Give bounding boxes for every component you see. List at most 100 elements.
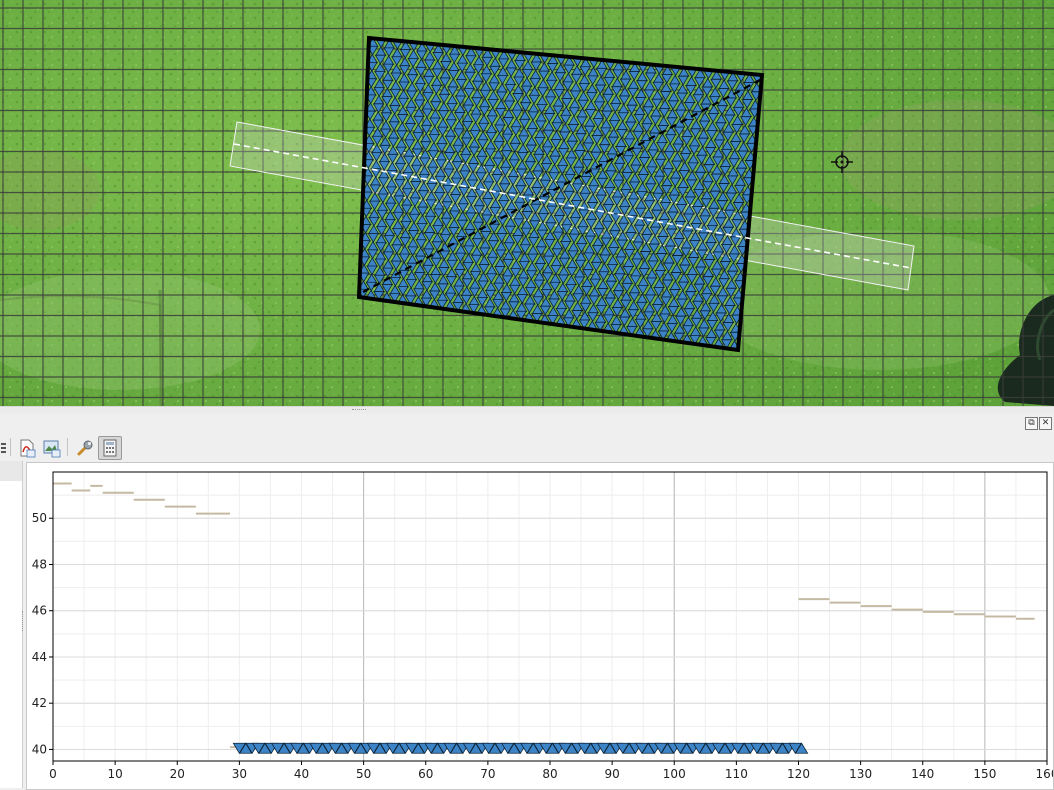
survey-point-marker [486,115,498,126]
survey-point-marker [657,330,670,341]
survey-point-marker [697,137,709,148]
survey-point-marker [548,298,560,309]
survey-point-marker [689,335,701,345]
survey-point-marker [566,267,578,277]
survey-point-marker [489,65,501,76]
survey-point-marker [585,92,598,102]
survey-point-marker [537,213,549,223]
survey-point-marker [435,159,447,170]
survey-point-marker [668,83,681,94]
survey-point-marker [682,325,694,336]
survey-point-marker [535,120,547,131]
survey-point-marker [407,57,419,68]
survey-point-marker [372,103,385,114]
survey-point-marker [588,168,601,179]
x-tick-label: 160 [1036,767,1053,781]
survey-point-marker [572,166,585,177]
splitter-grip-icon[interactable] [352,409,366,412]
survey-point-marker [463,245,475,256]
survey-point-marker [562,81,574,92]
survey-point-marker [709,285,721,296]
survey-point-marker [615,256,627,267]
layers-menu-icon[interactable] [0,436,14,460]
calculator-icon[interactable] [98,436,122,460]
survey-point-marker [706,224,718,235]
survey-point-marker [642,106,654,117]
survey-point-marker [429,274,442,284]
survey-point-marker [501,133,514,144]
settings-wrench-icon[interactable] [73,436,97,460]
survey-point-marker [547,189,559,199]
survey-point-marker [651,304,664,314]
survey-point-marker [461,278,473,289]
survey-point-marker [508,301,520,312]
survey-point-marker [628,181,641,192]
survey-point-marker [524,161,536,171]
profile-series-lines [53,482,1035,749]
survey-point-marker [380,112,392,123]
survey-point-marker [574,259,587,270]
survey-point-marker [703,164,715,174]
survey-point-marker [693,283,705,294]
float-icon[interactable]: ⧉ [1025,417,1038,430]
close-icon[interactable]: ✕ [1039,417,1052,430]
panel-splitter[interactable] [0,406,1054,415]
survey-point-marker [522,194,534,205]
survey-point-marker [571,183,584,194]
survey-point-marker [654,158,667,169]
survey-point-marker [493,282,505,293]
survey-point-marker [502,117,514,127]
survey-point-marker [464,71,476,82]
survey-point-marker [610,324,622,334]
survey-point-marker [458,186,470,197]
survey-point-marker [370,168,382,178]
survey-point-marker [438,93,450,104]
survey-point-marker [728,253,740,264]
survey-point-marker [477,280,489,291]
map-canvas[interactable] [0,0,1054,406]
export-pdf-icon[interactable] [15,436,39,460]
profile-layers-tree[interactable] [0,461,23,788]
survey-point-marker [603,187,616,197]
survey-point-marker [493,141,505,151]
survey-point-marker [672,238,685,248]
survey-point-marker [661,74,673,84]
survey-point-marker [510,126,522,137]
layer-tree-row[interactable] [0,461,22,481]
survey-point-marker [580,286,593,296]
survey-point-marker [533,279,545,290]
sidebar-resize-handle[interactable] [22,611,25,631]
survey-point-marker [494,108,507,118]
survey-point-marker [445,276,457,286]
survey-point-marker [517,135,530,146]
survey-point-marker [516,152,529,162]
survey-point-marker [413,288,425,299]
survey-point-marker [598,144,611,154]
survey-point-marker [594,321,606,332]
survey-point-marker [528,94,540,105]
profile-chart[interactable]: 0 10 20 30 40 50 60 70 80 90 100 110 120 130 140 150 160… [26,462,1054,790]
survey-point-marker [638,157,650,167]
survey-point-marker [595,194,607,205]
survey-point-marker [694,171,706,182]
survey-point-marker [710,268,723,279]
export-image-icon[interactable] [40,436,64,460]
survey-point-marker [579,302,592,313]
survey-point-marker [662,168,674,178]
map-view[interactable] [0,0,1054,406]
survey-point-marker [646,166,658,177]
survey-point-marker [374,258,386,269]
survey-point-marker [652,192,664,203]
toolbar-separator [10,438,11,456]
survey-point-marker [621,282,633,293]
survey-point-marker [605,280,617,291]
survey-point-marker [559,114,572,125]
survey-point-marker [508,284,521,295]
survey-point-marker [382,251,395,262]
survey-point-marker [444,292,457,303]
survey-point-marker [457,203,469,214]
survey-point-marker [559,241,572,251]
survey-point-marker [552,231,564,242]
survey-point-marker [451,161,463,171]
survey-point-marker [507,176,519,186]
